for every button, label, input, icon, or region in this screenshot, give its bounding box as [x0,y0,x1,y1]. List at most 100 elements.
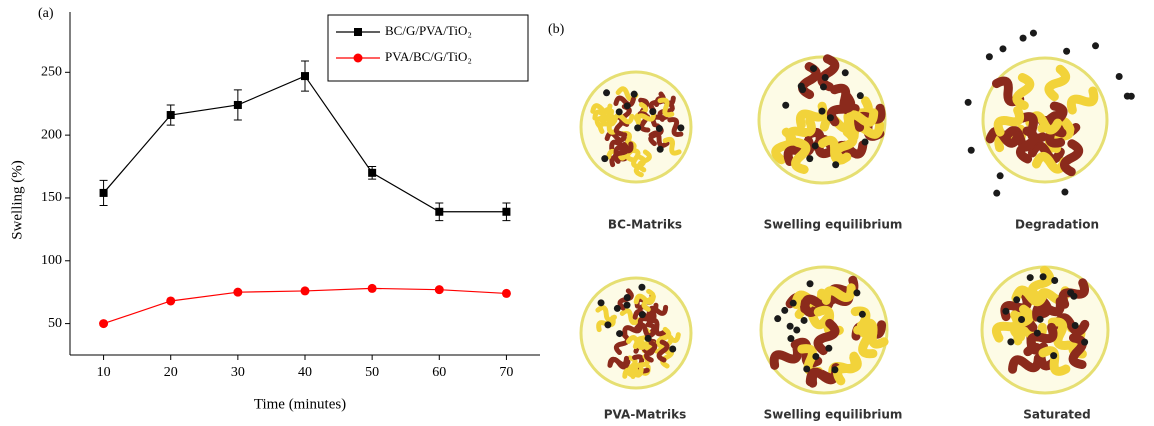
particle [820,83,827,90]
particle [616,108,623,115]
particle [1040,273,1047,280]
particle [862,139,869,146]
particle [1092,42,1099,49]
particle [1070,293,1077,300]
y-tick-label: 250 [41,65,62,80]
particle [782,102,789,109]
particle [1050,352,1057,359]
marker [502,289,511,298]
particle [859,311,866,318]
particle [639,311,646,318]
figure: (a) (b) Time (minutes) Swelling (%) BC-M… [0,0,1154,426]
y-axis-label: Swelling (%) [9,160,25,240]
particle [842,69,849,76]
particle [669,346,676,353]
y-tick-label: 150 [41,190,62,205]
marker [166,296,175,305]
particle [822,74,829,81]
page: {"chart_data": {"type": "line", "panel_l… [0,0,1154,426]
series-line [104,76,507,212]
particle [819,108,826,115]
panel-label: (b) [548,22,565,37]
particle [812,353,819,360]
particle [614,305,621,312]
x-tick-label: 60 [432,365,446,380]
legend-label: PVA/BC/G/TiO₂ [385,49,472,64]
particle [1018,316,1025,323]
particle [857,92,864,99]
marker [100,189,108,197]
particle [790,300,797,307]
particle [801,317,808,324]
diagram-caption: PVA-Matriks [604,408,686,422]
particle [993,190,1000,197]
particle [634,124,641,131]
particle [1020,35,1027,42]
legend-marker [354,28,362,36]
particle [803,365,810,372]
particle [1063,48,1070,55]
particle [1072,322,1079,329]
particle [832,161,839,168]
particle [825,345,832,352]
particle [1013,296,1020,303]
marker [502,208,510,216]
particle [1081,339,1088,346]
particle [677,124,684,131]
diagram-caption: Swelling equilibrium [764,218,903,232]
legend-marker [354,54,363,63]
particle [810,65,817,72]
marker [301,72,309,80]
x-tick-label: 70 [499,365,513,380]
marker [301,286,310,295]
particle [1061,189,1068,196]
particle [657,146,664,153]
particle [1116,73,1123,80]
x-tick-label: 20 [164,365,178,380]
particle [807,280,814,287]
particle [624,102,631,109]
particle [616,330,623,337]
marker [368,284,377,293]
particle [1037,316,1044,323]
particle [598,299,605,306]
y-tick-label: 200 [41,127,62,142]
particle [968,147,975,154]
diagram-caption: BC-Matriks [608,218,682,232]
x-tick-label: 30 [231,365,245,380]
x-tick-label: 10 [97,365,111,380]
particle [1002,308,1009,315]
particle [1124,93,1131,100]
panel-label: (a) [38,6,54,21]
particle [781,307,788,314]
y-tick-label: 50 [48,316,62,331]
particle [624,294,631,301]
particle [603,89,610,96]
diagram-caption: Swelling equilibrium [764,408,903,422]
particle [986,53,993,60]
x-axis-label: Time (minutes) [254,396,346,412]
particle [774,315,781,322]
particle [604,321,611,328]
marker [233,288,242,297]
particle [793,327,800,334]
particle [645,335,652,342]
particle [1030,30,1037,37]
particle [787,335,794,342]
particle [631,91,638,98]
particle [656,125,663,132]
diagram-caption: Saturated [1023,408,1091,422]
particle [853,289,860,296]
particle [999,45,1006,52]
particle [1027,274,1034,281]
x-tick-label: 40 [298,365,312,380]
marker [234,101,242,109]
particle [638,284,645,291]
particle [1051,277,1058,284]
marker [167,111,175,119]
particle [649,108,656,115]
y-tick-label: 100 [41,253,62,268]
particle [1007,338,1014,345]
particle [1034,330,1041,337]
particle [787,323,794,330]
